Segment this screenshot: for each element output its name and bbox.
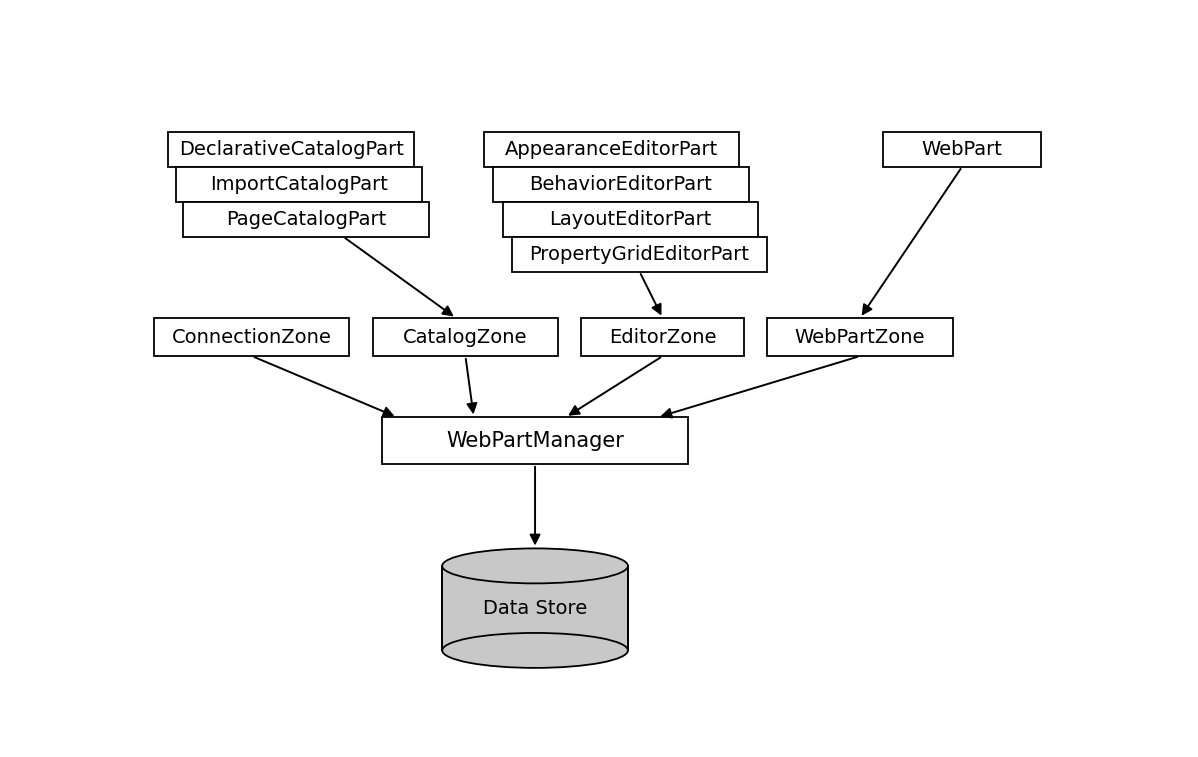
Text: PageCatalogPart: PageCatalogPart [226, 210, 386, 229]
Text: WebPart: WebPart [921, 139, 1003, 159]
Bar [883, 132, 1041, 167]
Text: AppearanceEditorPart: AppearanceEditorPart [506, 139, 719, 159]
Bar [183, 201, 429, 236]
Bar [503, 201, 758, 236]
Bar [484, 132, 739, 167]
Bar [442, 566, 628, 650]
Text: PropertyGridEditorPart: PropertyGridEditorPart [530, 245, 750, 263]
Bar [373, 318, 558, 356]
Text: BehaviorEditorPart: BehaviorEditorPart [530, 175, 713, 194]
Bar [767, 318, 952, 356]
Text: LayoutEditorPart: LayoutEditorPart [549, 210, 712, 229]
Text: CatalogZone: CatalogZone [404, 328, 527, 347]
Bar [168, 132, 415, 167]
Ellipse shape [442, 633, 628, 668]
Text: WebPartManager: WebPartManager [446, 431, 624, 450]
Text: ImportCatalogPart: ImportCatalogPart [210, 175, 388, 194]
Ellipse shape [442, 548, 628, 584]
Text: EditorZone: EditorZone [609, 328, 716, 347]
Bar [494, 167, 749, 201]
Bar [512, 236, 767, 272]
Text: Data Store: Data Store [483, 599, 587, 618]
Text: DeclarativeCatalogPart: DeclarativeCatalogPart [179, 139, 404, 159]
Text: ConnectionZone: ConnectionZone [173, 328, 332, 347]
Bar [155, 318, 350, 356]
Bar [581, 318, 744, 356]
Bar [382, 417, 689, 464]
Bar [176, 167, 422, 201]
Text: WebPartZone: WebPartZone [794, 328, 925, 347]
